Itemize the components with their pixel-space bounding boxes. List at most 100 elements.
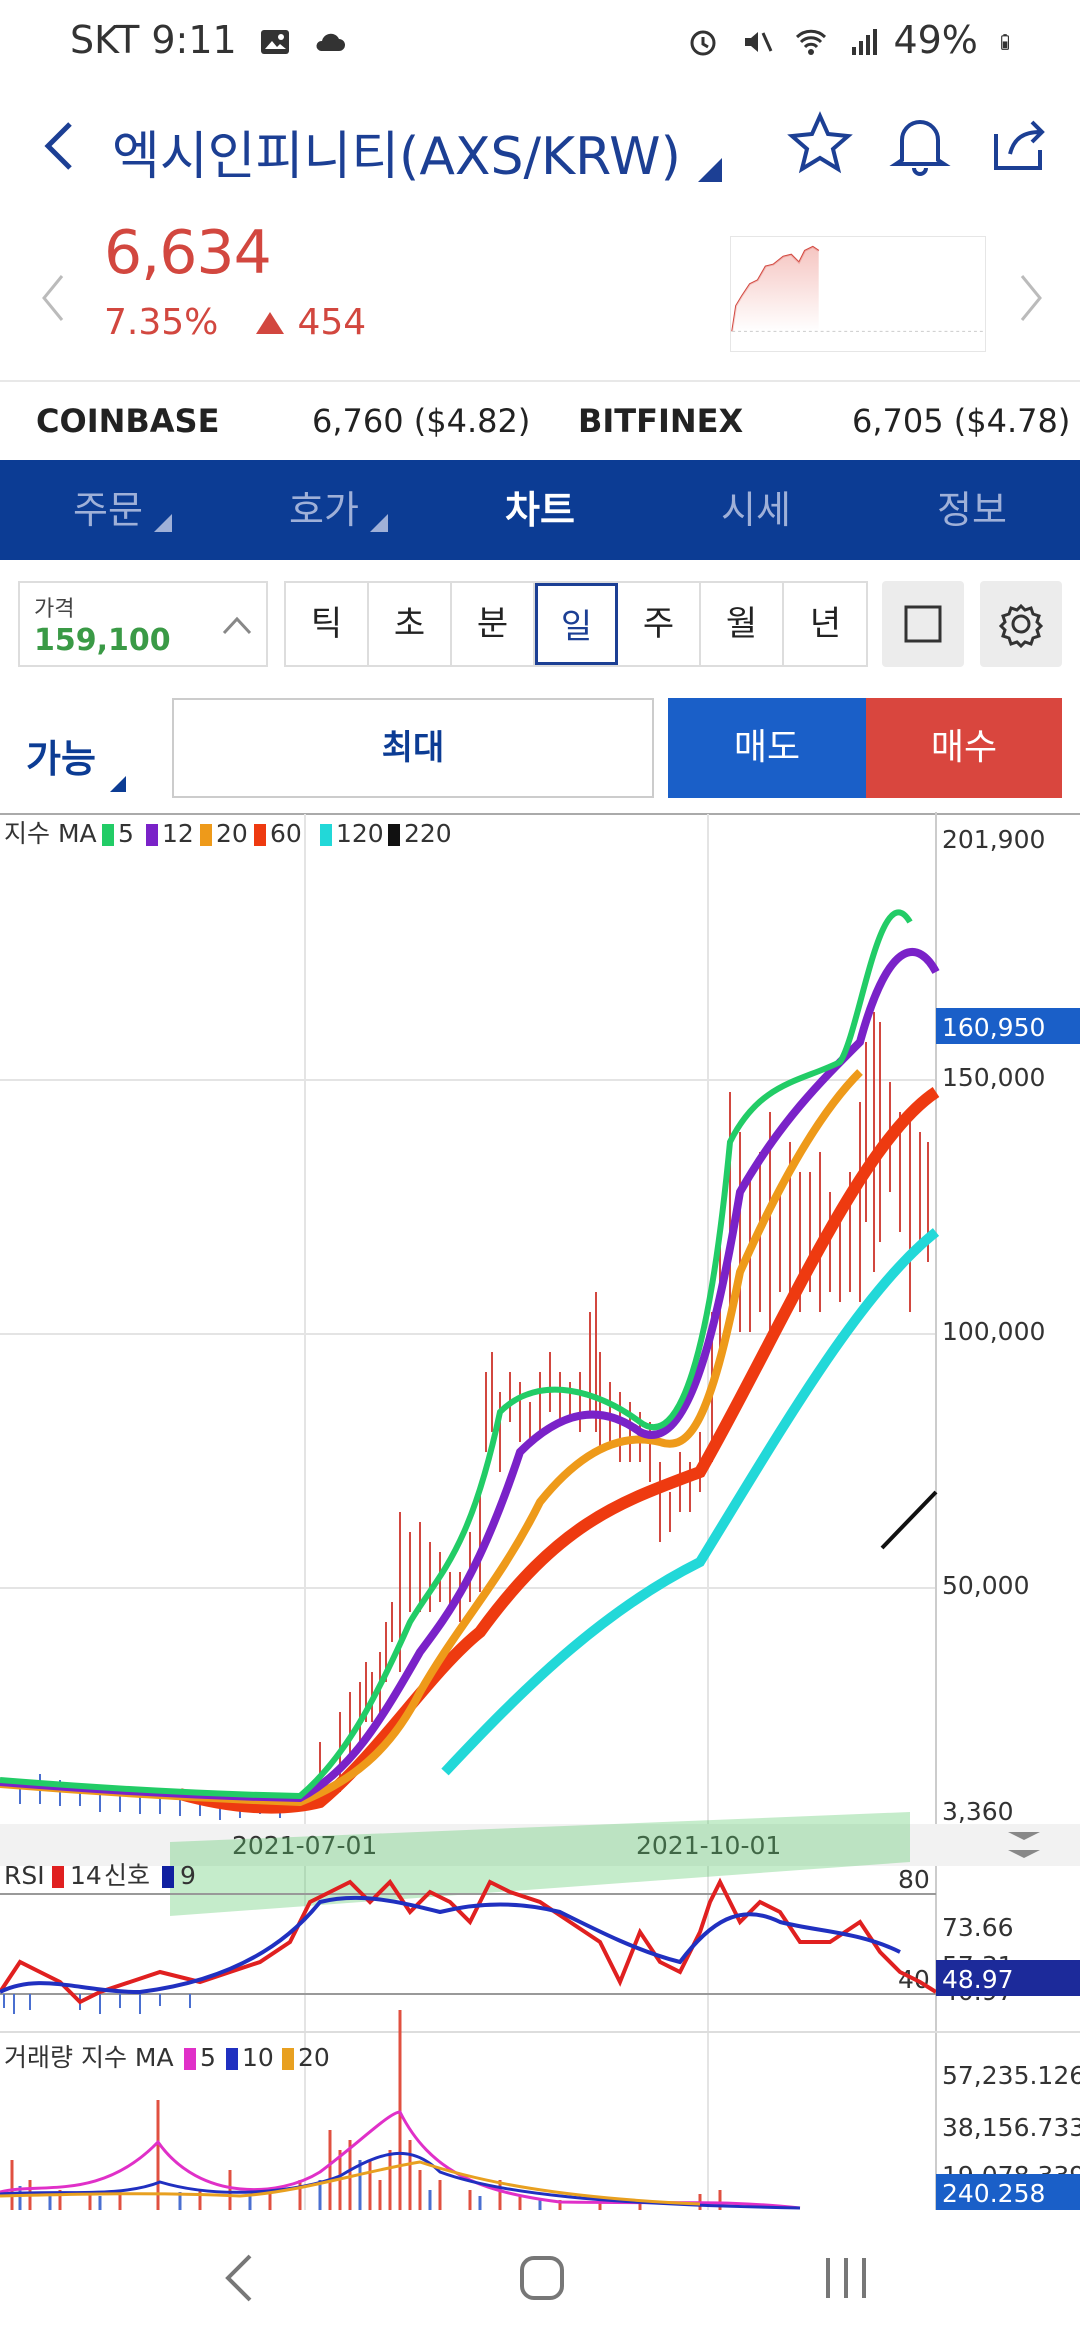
ma-12-label: 12 bbox=[162, 819, 194, 848]
change-percent: 7.35% bbox=[104, 302, 219, 343]
period-month[interactable]: 월 bbox=[701, 583, 784, 665]
status-right: 49% bbox=[677, 18, 1018, 62]
current-price: 6,634 bbox=[104, 218, 272, 288]
nav-home-icon[interactable] bbox=[512, 2250, 572, 2306]
exchange-name-2: BITFINEX bbox=[578, 402, 744, 440]
current-price-tag bbox=[936, 1008, 1080, 1044]
rsi-current-value: 48.97 bbox=[942, 1965, 1014, 1994]
battery-text: 49% bbox=[893, 18, 978, 62]
period-year[interactable]: 년 bbox=[809, 604, 842, 644]
status-left: SKT 9:11 bbox=[70, 18, 345, 62]
bell-icon[interactable] bbox=[886, 110, 954, 178]
period-minute[interactable]: 분 bbox=[452, 583, 535, 665]
volume-current-tag bbox=[936, 2174, 1080, 2210]
price-legend: 지수 MA 5 12 20 60 120 220 bbox=[4, 819, 452, 848]
ma-220-line bbox=[880, 1490, 938, 1550]
chart-controls: 가격 159,100 틱 초 분 일 주 월 년 bbox=[0, 575, 1080, 675]
quote-block: 6,634 7.35% 454 bbox=[0, 210, 1080, 380]
tab-quotes[interactable]: 시세 bbox=[648, 460, 864, 560]
ma-120-line bbox=[441, 1228, 940, 1776]
rsi-signal-label: 신호 bbox=[104, 1861, 150, 1890]
tab-info[interactable]: 정보 bbox=[864, 460, 1080, 560]
price-input-label: 가격 bbox=[34, 597, 75, 622]
ma-5-label: 5 bbox=[118, 819, 134, 848]
tab-info-label: 정보 bbox=[937, 488, 1007, 532]
scroll-handle-icon[interactable] bbox=[1008, 1832, 1040, 1858]
nav-recents-icon[interactable] bbox=[816, 2250, 876, 2306]
exchange-name-1: COINBASE bbox=[36, 402, 220, 440]
price-input[interactable]: 가격 159,100 bbox=[18, 581, 268, 667]
period-second[interactable]: 초 bbox=[369, 583, 452, 665]
volume-legend: 거래량 지수 MA 5 10 20 bbox=[4, 2043, 330, 2072]
exchange-value-1: 6,760 ($4.82) bbox=[312, 402, 531, 440]
rsi-line bbox=[0, 1877, 938, 2005]
system-nav-bar bbox=[0, 2210, 1080, 2340]
vol-ma-10-line bbox=[0, 2151, 801, 2210]
sparkline-chart bbox=[730, 236, 986, 352]
tab-order[interactable]: 주문 bbox=[0, 460, 216, 560]
tab-quotes-label: 시세 bbox=[721, 488, 791, 532]
status-bar: SKT 9:11 49% bbox=[0, 0, 1080, 86]
tab-orderbook[interactable]: 호가 bbox=[216, 460, 432, 560]
ma-60-label: 60 bbox=[270, 819, 302, 848]
tab-order-label: 주문 bbox=[73, 488, 143, 532]
exchange-value-2: 6,705 ($4.78) bbox=[852, 402, 1071, 440]
period-tick[interactable]: 틱 bbox=[286, 583, 369, 665]
order-row: 가능 최대 매도 매수 bbox=[0, 698, 1080, 808]
volume-axis-label: 57,235.126 bbox=[942, 2061, 1080, 2090]
chart-settings-button[interactable] bbox=[980, 581, 1062, 667]
rsi-axis-label: 73.66 bbox=[942, 1913, 1014, 1942]
rsi-period: 14 bbox=[70, 1861, 102, 1890]
date-strip bbox=[0, 1824, 1080, 1866]
sell-button[interactable]: 매도 bbox=[668, 698, 866, 798]
volume-current-value: 240.258 bbox=[942, 2179, 1045, 2208]
vol-ma-20-label: 20 bbox=[298, 2043, 330, 2072]
prev-coin-icon[interactable] bbox=[38, 270, 68, 326]
current-price-tag-value: 160,950 bbox=[942, 1013, 1045, 1042]
tab-order-caret bbox=[154, 514, 172, 532]
tab-orderbook-caret bbox=[370, 514, 388, 532]
chevron-up-icon[interactable] bbox=[222, 613, 252, 635]
vol-ma-5-label: 5 bbox=[200, 2043, 216, 2072]
gallery-icon bbox=[260, 30, 289, 54]
available-caret bbox=[110, 776, 126, 792]
buy-button[interactable]: 매수 bbox=[866, 698, 1062, 798]
price-axis-label: 100,000 bbox=[942, 1317, 1045, 1346]
dropdown-caret-icon[interactable] bbox=[698, 158, 722, 182]
available-label[interactable]: 가능 bbox=[26, 737, 96, 781]
mute-icon bbox=[745, 32, 773, 52]
ma-220-label: 220 bbox=[404, 819, 452, 848]
rsi-signal-period: 9 bbox=[180, 1861, 196, 1890]
vol-ma-20-line bbox=[0, 2160, 701, 2206]
rsi-current-tag bbox=[936, 1960, 1080, 1996]
nav-back-icon[interactable] bbox=[210, 2250, 270, 2306]
signal-icon bbox=[852, 29, 878, 55]
star-icon[interactable] bbox=[786, 110, 854, 178]
rsi-level-80: 80 bbox=[898, 1865, 930, 1894]
period-selector: 틱 초 분 일 주 월 년 bbox=[284, 581, 868, 667]
max-button[interactable]: 최대 bbox=[172, 698, 654, 798]
fullscreen-button[interactable] bbox=[882, 581, 964, 667]
next-coin-icon[interactable] bbox=[1016, 270, 1046, 326]
change-amount: 454 bbox=[254, 302, 366, 343]
share-icon[interactable] bbox=[986, 110, 1054, 178]
price-chart[interactable]: 지수 MA 5 12 20 60 120 220 201,900 150,000… bbox=[0, 812, 1080, 2210]
square-icon bbox=[904, 605, 942, 643]
range-highlight[interactable] bbox=[170, 1812, 910, 1916]
price-axis-label: 201,900 bbox=[942, 825, 1045, 854]
tab-chart[interactable]: 차트 bbox=[432, 460, 648, 560]
battery-icon bbox=[1001, 34, 1009, 50]
date-label: 2021-07-01 bbox=[232, 1831, 377, 1860]
divider bbox=[0, 380, 1080, 382]
period-day[interactable]: 일 bbox=[535, 583, 618, 665]
ma-20-label: 20 bbox=[216, 819, 248, 848]
carrier-time: SKT 9:11 bbox=[70, 18, 237, 62]
back-icon[interactable] bbox=[36, 116, 86, 176]
coin-title[interactable]: 엑시인피니티(AXS/KRW) bbox=[112, 127, 681, 187]
cloud-icon bbox=[316, 33, 345, 51]
vol-ma-10-label: 10 bbox=[242, 2043, 274, 2072]
ma-5-line bbox=[0, 909, 913, 1800]
period-week[interactable]: 주 bbox=[618, 583, 701, 665]
rsi-label: RSI bbox=[4, 1861, 45, 1890]
main-tabs: 주문 호가 차트 시세 정보 bbox=[0, 460, 1080, 560]
